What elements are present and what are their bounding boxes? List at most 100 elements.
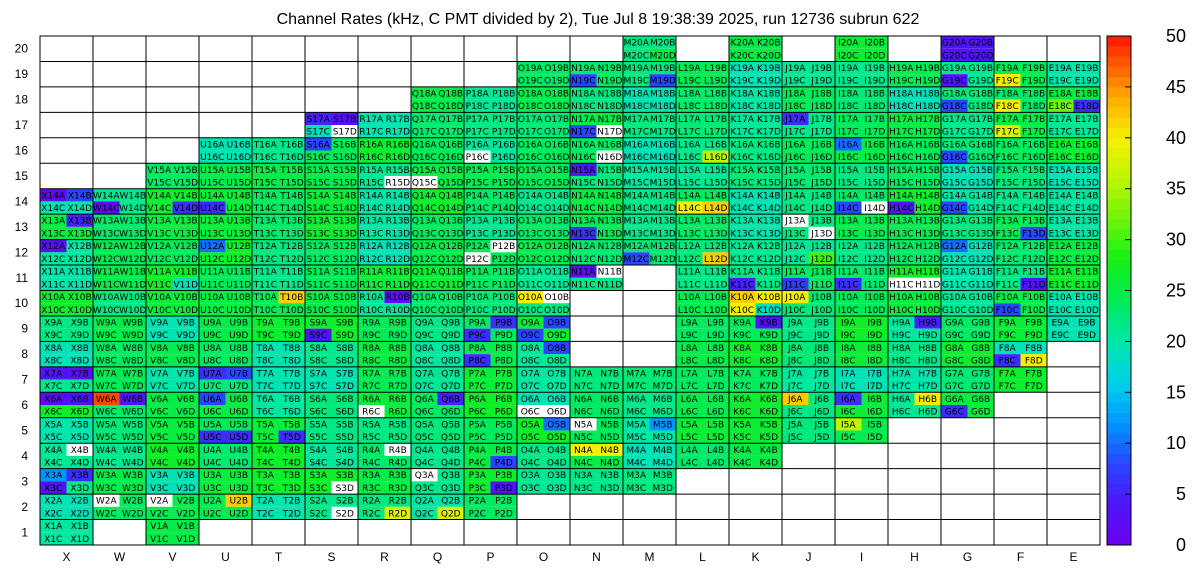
- cell-label: V10A: [147, 293, 172, 303]
- heatmap-cell: [808, 290, 835, 304]
- cell-label: O12C: [518, 255, 543, 265]
- heatmap-cell: [941, 405, 968, 418]
- heatmap-cell: [596, 125, 623, 138]
- cell-label: L16D: [704, 153, 727, 163]
- heatmap-cell: [914, 341, 941, 355]
- cell-label: R6C: [362, 408, 380, 418]
- heatmap-cell: [835, 277, 862, 291]
- cell-label: X6B: [71, 395, 89, 405]
- heatmap-cell: [1073, 137, 1100, 151]
- heatmap-cell: [437, 99, 464, 113]
- heatmap-cell: [358, 175, 385, 189]
- cell-label: N16D: [597, 153, 622, 163]
- cell-label: T7A: [256, 369, 275, 379]
- cell-label: L10D: [704, 306, 727, 316]
- cell-label: W8D: [122, 357, 144, 367]
- heatmap-cell: [517, 214, 544, 227]
- heatmap-cell: [225, 175, 252, 189]
- heatmap-cell: [649, 163, 676, 176]
- heatmap-cell: [1073, 112, 1100, 126]
- cell-label: G10A: [942, 293, 967, 303]
- heatmap-cell: [543, 392, 570, 406]
- cell-label: P6D: [495, 408, 513, 418]
- cell-label: W14A: [93, 191, 120, 201]
- heatmap-cell: [278, 277, 305, 291]
- heatmap-cell: [384, 417, 411, 431]
- cell-label: G11A: [942, 268, 967, 278]
- cell-label: S12C: [307, 255, 330, 265]
- cell-label: H9D: [918, 331, 937, 341]
- heatmap-cell: [543, 137, 570, 151]
- heatmap-cell: [384, 277, 411, 291]
- cell-label: K4D: [759, 458, 778, 468]
- cell-label: U11B: [227, 268, 251, 278]
- heatmap-cell: [543, 125, 570, 138]
- cell-label: P16C: [466, 153, 489, 163]
- cell-label: O14B: [544, 191, 569, 201]
- cell-label: K7B: [760, 369, 778, 379]
- cell-label: L16B: [704, 140, 727, 150]
- heatmap-cell: [543, 150, 570, 164]
- cell-label: F8B: [1025, 344, 1042, 354]
- heatmap-cell: [1020, 277, 1047, 291]
- cell-label: R3A: [362, 471, 381, 481]
- cell-label: V8C: [150, 357, 168, 367]
- heatmap-cell: [861, 303, 888, 316]
- cell-label: X14B: [68, 191, 92, 201]
- heatmap-cell: [914, 201, 941, 215]
- heatmap-cell: [437, 188, 464, 202]
- heatmap-cell: [305, 150, 332, 164]
- cell-label: F15C: [996, 179, 1019, 189]
- heatmap-cell: [702, 443, 729, 456]
- cell-label: N6D: [600, 408, 619, 418]
- heatmap-cell: [782, 99, 809, 113]
- cell-label: L11A: [678, 268, 701, 278]
- heatmap-cell: [729, 36, 756, 49]
- colorbar-band: [1107, 188, 1131, 200]
- cell-label: M6C: [626, 408, 646, 418]
- heatmap-cell: [331, 239, 358, 253]
- cell-label: F19D: [1022, 77, 1046, 87]
- heatmap-cell: [199, 137, 226, 151]
- heatmap-cell: [146, 341, 173, 355]
- cell-label: L12B: [704, 242, 727, 252]
- cell-label: K12B: [757, 242, 781, 252]
- cell-label: P17D: [492, 128, 516, 138]
- cell-label: L19A: [678, 64, 701, 74]
- cell-label: S11D: [333, 280, 357, 290]
- cell-label: H11A: [889, 268, 914, 278]
- heatmap-cell: [199, 163, 226, 176]
- heatmap-cell: [782, 188, 809, 202]
- x-tick-label: N: [592, 550, 601, 564]
- cell-label: G9D: [971, 331, 991, 341]
- heatmap-cell: [649, 74, 676, 87]
- cell-label: P3A: [469, 471, 487, 481]
- cell-label: U7C: [203, 382, 222, 392]
- cell-label: M17D: [650, 128, 676, 138]
- cell-label: H15A: [889, 166, 914, 176]
- heatmap-cell: [331, 290, 358, 304]
- cell-label: X5B: [71, 420, 89, 430]
- cell-label: U16D: [226, 153, 251, 163]
- cell-label: Q13A: [412, 217, 438, 227]
- cell-label: W12C: [93, 255, 120, 265]
- heatmap-cell: [861, 201, 888, 215]
- cell-label: X2D: [70, 509, 89, 519]
- cell-label: M5A: [626, 420, 646, 430]
- cell-label: V15D: [173, 179, 198, 189]
- heatmap-cell: [649, 214, 676, 227]
- cell-label: R14B: [386, 191, 410, 201]
- cell-label: Q17D: [438, 128, 464, 138]
- heatmap-cell: [40, 417, 67, 431]
- cell-label: W11C: [93, 280, 120, 290]
- heatmap-cell: [543, 252, 570, 266]
- cell-label: N4C: [574, 458, 593, 468]
- heatmap-cell: [967, 405, 994, 418]
- cell-label: S8A: [309, 344, 327, 354]
- heatmap-cell: [437, 201, 464, 215]
- heatmap-cell: [40, 494, 67, 507]
- cell-label: E15D: [1075, 179, 1099, 189]
- heatmap-cell: [1020, 137, 1047, 151]
- cell-label: U7D: [229, 382, 248, 392]
- cell-label: K6C: [733, 408, 751, 418]
